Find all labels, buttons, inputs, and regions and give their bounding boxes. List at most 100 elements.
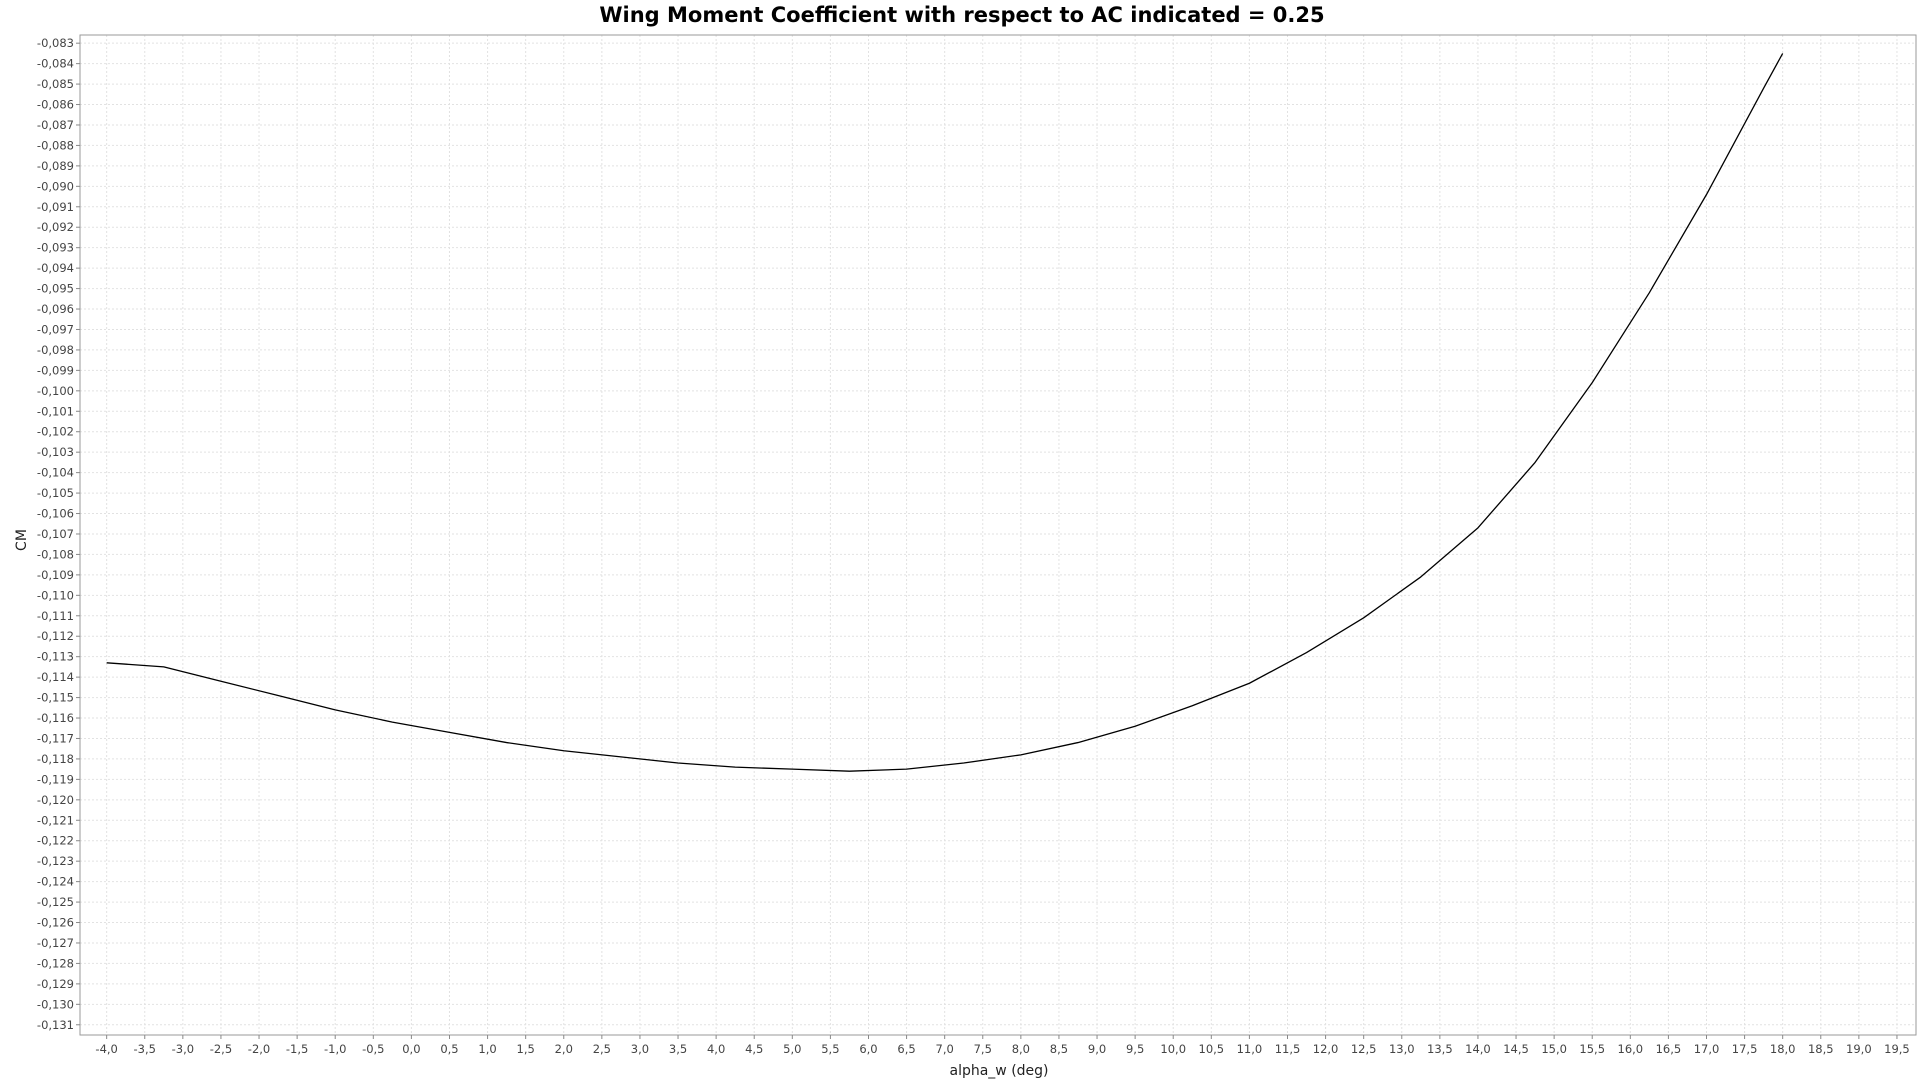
y-tick-label: -0,103 [37, 445, 74, 459]
x-tick-label: 15,0 [1541, 1042, 1567, 1056]
x-tick-label: 12,0 [1313, 1042, 1339, 1056]
y-tick-label: -0,112 [37, 629, 74, 643]
x-tick-label: 15,5 [1579, 1042, 1605, 1056]
y-tick-label: -0,109 [37, 568, 74, 582]
y-tick-label: -0,090 [37, 179, 74, 193]
y-tick-label: -0,111 [37, 609, 74, 623]
y-tick-label: -0,095 [37, 282, 74, 296]
x-tick-label: 8,0 [1012, 1042, 1030, 1056]
y-tick-label: -0,104 [37, 466, 74, 480]
y-axis: -0,083 -0,084 -0,085 -0,086 -0,087 -0,088 -0,0… [37, 36, 80, 1032]
y-tick-label: -0,107 [37, 527, 74, 541]
y-tick-label: -0,101 [37, 404, 74, 418]
y-tick-label: -0,124 [37, 875, 74, 889]
y-tick-label: -0,093 [37, 241, 74, 255]
x-tick-label: -2,0 [248, 1042, 270, 1056]
y-tick-label: -0,122 [37, 834, 74, 848]
x-tick-label: 0,0 [402, 1042, 420, 1056]
y-tick-label: -0,113 [37, 650, 74, 664]
y-tick-label: -0,125 [37, 895, 74, 909]
x-tick-label: 1,0 [478, 1042, 496, 1056]
y-tick-label: -0,092 [37, 220, 74, 234]
y-tick-label: -0,084 [37, 57, 74, 71]
series-line [106, 53, 1784, 772]
y-tick-label: -0,120 [37, 793, 74, 807]
x-tick-label: -3,5 [134, 1042, 156, 1056]
x-tick-label: -0,5 [362, 1042, 384, 1056]
x-tick-label: 6,0 [859, 1042, 877, 1056]
x-tick-label: 9,0 [1088, 1042, 1106, 1056]
y-tick-label: -0,091 [37, 200, 74, 214]
x-tick-label: 9,5 [1126, 1042, 1144, 1056]
x-tick-label: 10,0 [1160, 1042, 1186, 1056]
x-tick-label: 7,5 [974, 1042, 992, 1056]
x-tick-label: 0,5 [440, 1042, 458, 1056]
x-tick-label: 7,0 [936, 1042, 954, 1056]
y-tick-label: -0,102 [37, 425, 74, 439]
x-tick-label: 4,0 [707, 1042, 725, 1056]
x-tick-label: 12,5 [1351, 1042, 1377, 1056]
y-tick-label: -0,119 [37, 772, 74, 786]
y-tick-label: -0,108 [37, 547, 74, 561]
x-tick-label: 5,5 [821, 1042, 839, 1056]
y-axis-label: CM [14, 529, 30, 551]
x-tick-label: 16,5 [1656, 1042, 1682, 1056]
x-tick-label: 5,0 [783, 1042, 801, 1056]
y-tick-label: -0,118 [37, 752, 74, 766]
y-tick-label: -0,131 [37, 1018, 74, 1032]
y-tick-label: -0,088 [37, 138, 74, 152]
x-tick-label: 2,5 [593, 1042, 611, 1056]
x-tick-label: -4,0 [95, 1042, 117, 1056]
grid-lines [80, 35, 1916, 1035]
y-tick-label: -0,098 [37, 343, 74, 357]
y-tick-label: -0,130 [37, 997, 74, 1011]
y-tick-label: -0,096 [37, 302, 74, 316]
x-tick-label: 11,5 [1275, 1042, 1301, 1056]
x-tick-label: 13,0 [1389, 1042, 1415, 1056]
x-tick-label: 3,5 [669, 1042, 687, 1056]
x-tick-label: 17,0 [1694, 1042, 1720, 1056]
x-tick-label: 11,0 [1237, 1042, 1263, 1056]
plot-area-border [79, 34, 1917, 1036]
x-tick-label: 18,0 [1770, 1042, 1796, 1056]
x-tick-label: 18,5 [1808, 1042, 1834, 1056]
y-tick-label: -0,123 [37, 854, 74, 868]
x-tick-label: -3,0 [172, 1042, 194, 1056]
y-tick-label: -0,117 [37, 731, 74, 745]
y-tick-label: -0,115 [37, 691, 74, 705]
y-tick-label: -0,105 [37, 486, 74, 500]
chart-title: Wing Moment Coefficient with respect to … [599, 3, 1324, 27]
x-tick-label: -1,0 [324, 1042, 346, 1056]
x-tick-label: 19,5 [1884, 1042, 1910, 1056]
x-tick-label: 4,5 [745, 1042, 763, 1056]
x-tick-label: 3,0 [631, 1042, 649, 1056]
y-tick-label: -0,089 [37, 159, 74, 173]
x-tick-label: 1,5 [517, 1042, 535, 1056]
x-tick-label: 6,5 [897, 1042, 915, 1056]
y-tick-label: -0,100 [37, 384, 74, 398]
y-tick-label: -0,127 [37, 936, 74, 950]
x-tick-label: 19,0 [1846, 1042, 1872, 1056]
y-tick-label: -0,085 [37, 77, 74, 91]
x-axis-label: alpha_w (deg) [949, 1063, 1048, 1079]
x-tick-label: 17,5 [1732, 1042, 1758, 1056]
x-tick-label: -2,5 [210, 1042, 232, 1056]
y-tick-label: -0,110 [37, 588, 74, 602]
x-tick-label: 8,5 [1050, 1042, 1068, 1056]
y-tick-label: -0,094 [37, 261, 74, 275]
y-tick-label: -0,099 [37, 363, 74, 377]
x-tick-label: 14,5 [1503, 1042, 1529, 1056]
y-tick-label: -0,126 [37, 916, 74, 930]
series-layer [106, 53, 1784, 772]
x-tick-label: 2,0 [555, 1042, 573, 1056]
y-tick-label: -0,087 [37, 118, 74, 132]
x-tick-label: -1,5 [286, 1042, 308, 1056]
y-tick-label: -0,129 [37, 977, 74, 991]
x-tick-label: 10,5 [1199, 1042, 1225, 1056]
y-tick-label: -0,097 [37, 322, 74, 336]
x-tick-label: 13,5 [1427, 1042, 1453, 1056]
x-tick-label: 16,0 [1618, 1042, 1644, 1056]
